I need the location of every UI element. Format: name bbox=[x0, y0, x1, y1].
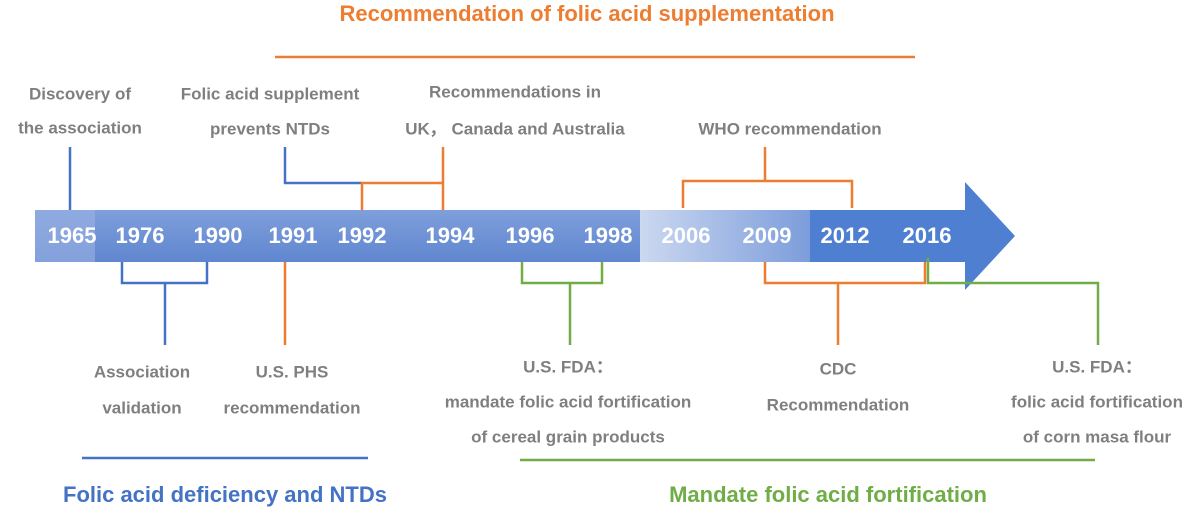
bottom-heading: Folic acid deficiency and NTDs bbox=[63, 482, 387, 507]
year-label: 1976 bbox=[116, 223, 165, 248]
year-label: 1991 bbox=[269, 223, 318, 248]
event-label: folic acid fortification bbox=[1011, 392, 1183, 411]
event-label: U.S. PHS bbox=[256, 362, 329, 381]
year-label: 2016 bbox=[903, 223, 952, 248]
year-label: 1998 bbox=[584, 223, 633, 248]
event-label: validation bbox=[102, 398, 181, 417]
year-label: 1992 bbox=[338, 223, 387, 248]
event-label: WHO recommendation bbox=[698, 119, 881, 138]
year-label: 1965 bbox=[48, 223, 97, 248]
event-label: Association bbox=[94, 362, 190, 381]
event-label: U.S. FDA： bbox=[1052, 357, 1142, 376]
event-label: mandate folic acid fortification bbox=[445, 392, 692, 411]
event-label: Folic acid supplement bbox=[181, 84, 360, 103]
year-label: 1996 bbox=[506, 223, 555, 248]
year-label: 1990 bbox=[194, 223, 243, 248]
event-label: of cereal grain products bbox=[471, 427, 665, 446]
year-label: 2006 bbox=[662, 223, 711, 248]
event-label: CDC bbox=[820, 359, 857, 378]
year-label: 2009 bbox=[743, 223, 792, 248]
year-label: 1994 bbox=[426, 223, 476, 248]
bottom-heading: Mandate folic acid fortification bbox=[669, 482, 987, 507]
event-label: prevents NTDs bbox=[210, 119, 330, 138]
event-label: U.S. FDA： bbox=[523, 357, 613, 376]
event-label: the association bbox=[18, 118, 142, 137]
top-heading: Recommendation of folic acid supplementa… bbox=[339, 1, 834, 26]
event-label: Recommendations in bbox=[429, 82, 601, 101]
event-label: Discovery of bbox=[29, 84, 131, 103]
connectors bbox=[68, 147, 1100, 345]
event-label: of corn masa flour bbox=[1023, 427, 1172, 446]
event-label: recommendation bbox=[224, 398, 361, 417]
year-label: 2012 bbox=[821, 223, 870, 248]
arrow bbox=[35, 182, 1015, 290]
event-label: Recommendation bbox=[767, 395, 910, 414]
event-label: UK， Canada and Australia bbox=[405, 119, 625, 138]
